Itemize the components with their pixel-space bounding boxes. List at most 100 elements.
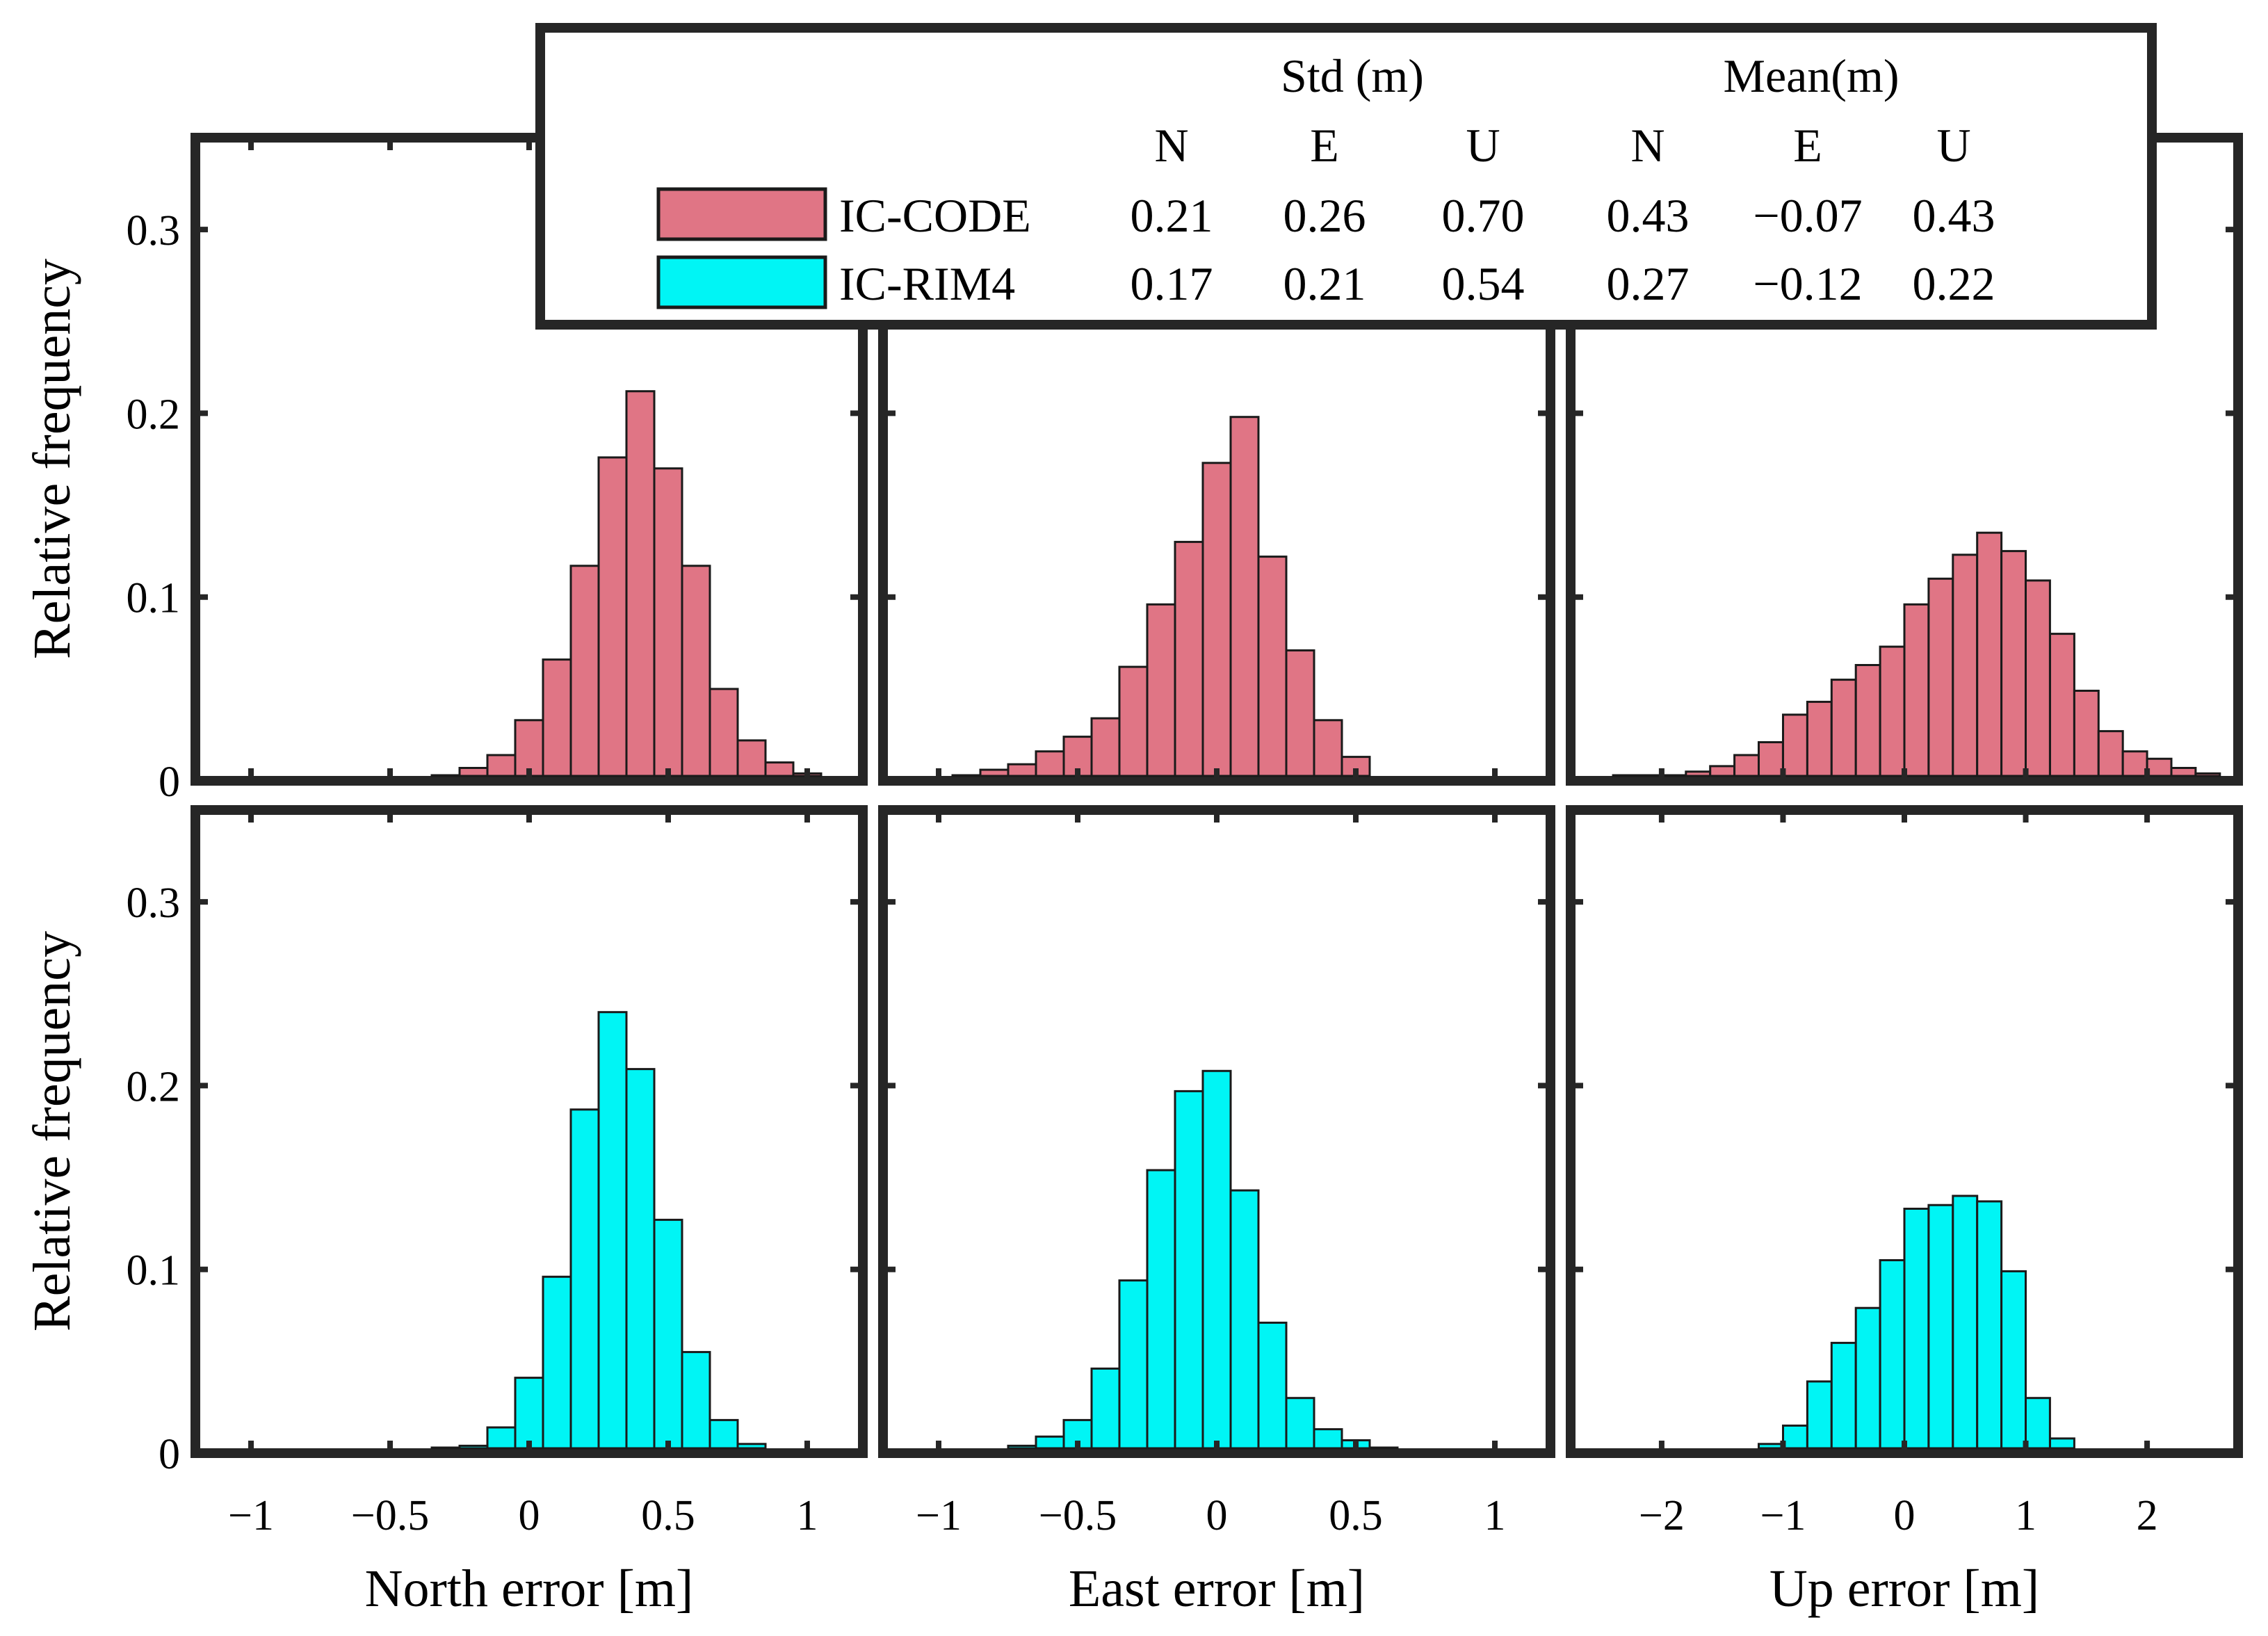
legend-component-5: U: [1936, 119, 1970, 172]
bar-east-code-10: [1229, 416, 1260, 777]
bar-north-code-3: [514, 719, 544, 777]
legend-value-1-0: 0.17: [1131, 257, 1213, 310]
bar-up-code-23: [2170, 767, 2197, 777]
bar-up-rim4-10: [2000, 1270, 2027, 1450]
y-axis-label-bottom: Relative frequency: [23, 931, 81, 1331]
bar-up-code-10: [1854, 664, 1881, 777]
bar-north-code-6: [597, 456, 628, 777]
xtick-label-east-rim4-0: −1: [916, 1492, 962, 1539]
legend-value-0-5: 0.43: [1913, 189, 1995, 242]
bar-up-code-18: [2049, 633, 2075, 777]
bars-up-code: [1612, 531, 2221, 777]
bar-north-rim4-4: [542, 1275, 572, 1450]
bar-up-rim4-0: [1758, 1443, 1784, 1450]
bar-up-code-2: [1660, 774, 1687, 777]
bar-east-rim4-8: [1229, 1189, 1260, 1450]
bar-east-code-6: [1118, 665, 1149, 777]
x-axis-label-east: East error [m]: [1069, 1560, 1365, 1618]
bar-up-code-21: [2121, 750, 2148, 777]
xtick-label-north-rim4-0: −1: [228, 1492, 274, 1539]
xtick-label-east-rim4-3: 0.5: [1329, 1492, 1383, 1539]
bar-north-rim4-6: [597, 1011, 628, 1450]
bar-up-code-9: [1830, 679, 1857, 777]
panel-east-rim4: [878, 805, 1555, 1458]
legend-header-std: Std (m): [1281, 49, 1424, 102]
bar-north-code-12: [764, 761, 795, 777]
bar-north-rim4-1: [458, 1444, 489, 1450]
xtick-label-up-rim4-3: 1: [2015, 1492, 2036, 1539]
legend-component-1: E: [1310, 119, 1339, 172]
bar-east-code-1: [979, 768, 1010, 777]
bar-up-code-12: [1903, 603, 1930, 777]
xtick-label-north-rim4-4: 1: [797, 1492, 818, 1539]
legend-swatch-code: [656, 187, 827, 241]
bar-up-code-24: [2194, 772, 2221, 777]
bar-north-rim4-2: [486, 1426, 517, 1450]
legend-swatch-rim4: [656, 255, 827, 309]
bar-north-rim4-7: [625, 1068, 656, 1450]
bar-east-rim4-0: [1007, 1444, 1037, 1450]
bar-east-code-2: [1007, 763, 1037, 777]
bar-north-code-10: [708, 688, 739, 777]
bar-up-rim4-12: [2049, 1437, 2075, 1450]
legend-value-0-2: 0.70: [1442, 189, 1525, 242]
bar-east-rim4-10: [1285, 1397, 1315, 1450]
bar-north-code-4: [542, 658, 572, 777]
bars-east-rim4: [1007, 1069, 1399, 1450]
legend-value-1-3: 0.27: [1607, 257, 1690, 310]
bar-north-code-5: [569, 565, 600, 777]
ytick-label-row1-3: 0.3: [127, 880, 181, 927]
bar-east-rim4-4: [1118, 1279, 1149, 1450]
x-axis-label-up: Up error [m]: [1769, 1560, 2039, 1618]
legend-value-0-0: 0.21: [1131, 189, 1213, 242]
bar-north-code-9: [681, 565, 711, 777]
bar-up-code-20: [2097, 730, 2124, 777]
bar-up-rim4-1: [1782, 1424, 1808, 1450]
legend-value-0-1: 0.26: [1283, 189, 1366, 242]
bar-east-rim4-11: [1313, 1428, 1343, 1450]
ytick-label-row0-3: 0.3: [127, 207, 181, 254]
ytick-label-row1-0: 0: [159, 1431, 180, 1478]
bar-up-rim4-4: [1854, 1306, 1881, 1450]
bar-east-code-8: [1174, 540, 1204, 777]
bar-east-code-12: [1285, 649, 1315, 777]
bar-east-rim4-6: [1174, 1090, 1204, 1450]
ytick-label-row1-2: 0.2: [127, 1063, 181, 1110]
xtick-label-up-rim4-2: 0: [1894, 1492, 1915, 1539]
bar-up-rim4-7: [1927, 1204, 1954, 1450]
xtick-label-east-rim4-2: 0: [1206, 1492, 1228, 1539]
bar-up-code-4: [1709, 765, 1736, 777]
ytick-label-row1-1: 0.1: [127, 1247, 181, 1295]
bar-up-code-19: [2073, 690, 2100, 777]
legend-name-rim4: IC-RIM4: [839, 257, 1015, 310]
bar-up-rim4-2: [1806, 1380, 1833, 1450]
bar-up-code-13: [1927, 577, 1954, 777]
legend-values: 0.21 0.26 0.70 0.43 −0.07 0.43 0.17 0.21 0.54 0.2…: [1131, 189, 1995, 310]
ticks-north-rim4: [195, 810, 863, 1453]
panel-up-rim4: [1566, 805, 2243, 1458]
legend-value-0-4: −0.07: [1753, 189, 1862, 242]
bar-north-rim4-3: [514, 1377, 544, 1450]
ytick-label-row0-2: 0.2: [127, 391, 181, 438]
legend-component-4: E: [1793, 119, 1822, 172]
legend-component-2: U: [1466, 119, 1500, 172]
bar-east-code-0: [951, 774, 982, 777]
xtick-label-north-rim4-3: 0.5: [641, 1492, 695, 1539]
xtick-label-north-rim4-1: −0.5: [351, 1492, 429, 1539]
panel-north-rim4-frame: [191, 805, 868, 1458]
bar-up-rim4-9: [1976, 1200, 2003, 1450]
bar-north-code-8: [653, 467, 683, 777]
bar-north-rim4-11: [736, 1443, 767, 1450]
bar-up-code-0: [1612, 774, 1639, 777]
bar-north-code-1: [458, 767, 489, 777]
xtick-label-up-rim4-4: 2: [2137, 1492, 2158, 1539]
bar-north-rim4-10: [708, 1418, 739, 1450]
bars-up-rim4: [1758, 1194, 2075, 1450]
bar-up-code-17: [2025, 579, 2051, 777]
bar-north-code-0: [430, 774, 461, 777]
legend-value-1-4: −0.12: [1753, 257, 1862, 310]
xtick-label-east-rim4-4: 1: [1484, 1492, 1506, 1539]
xtick-label-north-rim4-2: 0: [519, 1492, 540, 1539]
legend-header-mean: Mean(m): [1723, 49, 1899, 102]
xtick-label-up-rim4-1: −1: [1760, 1492, 1806, 1539]
